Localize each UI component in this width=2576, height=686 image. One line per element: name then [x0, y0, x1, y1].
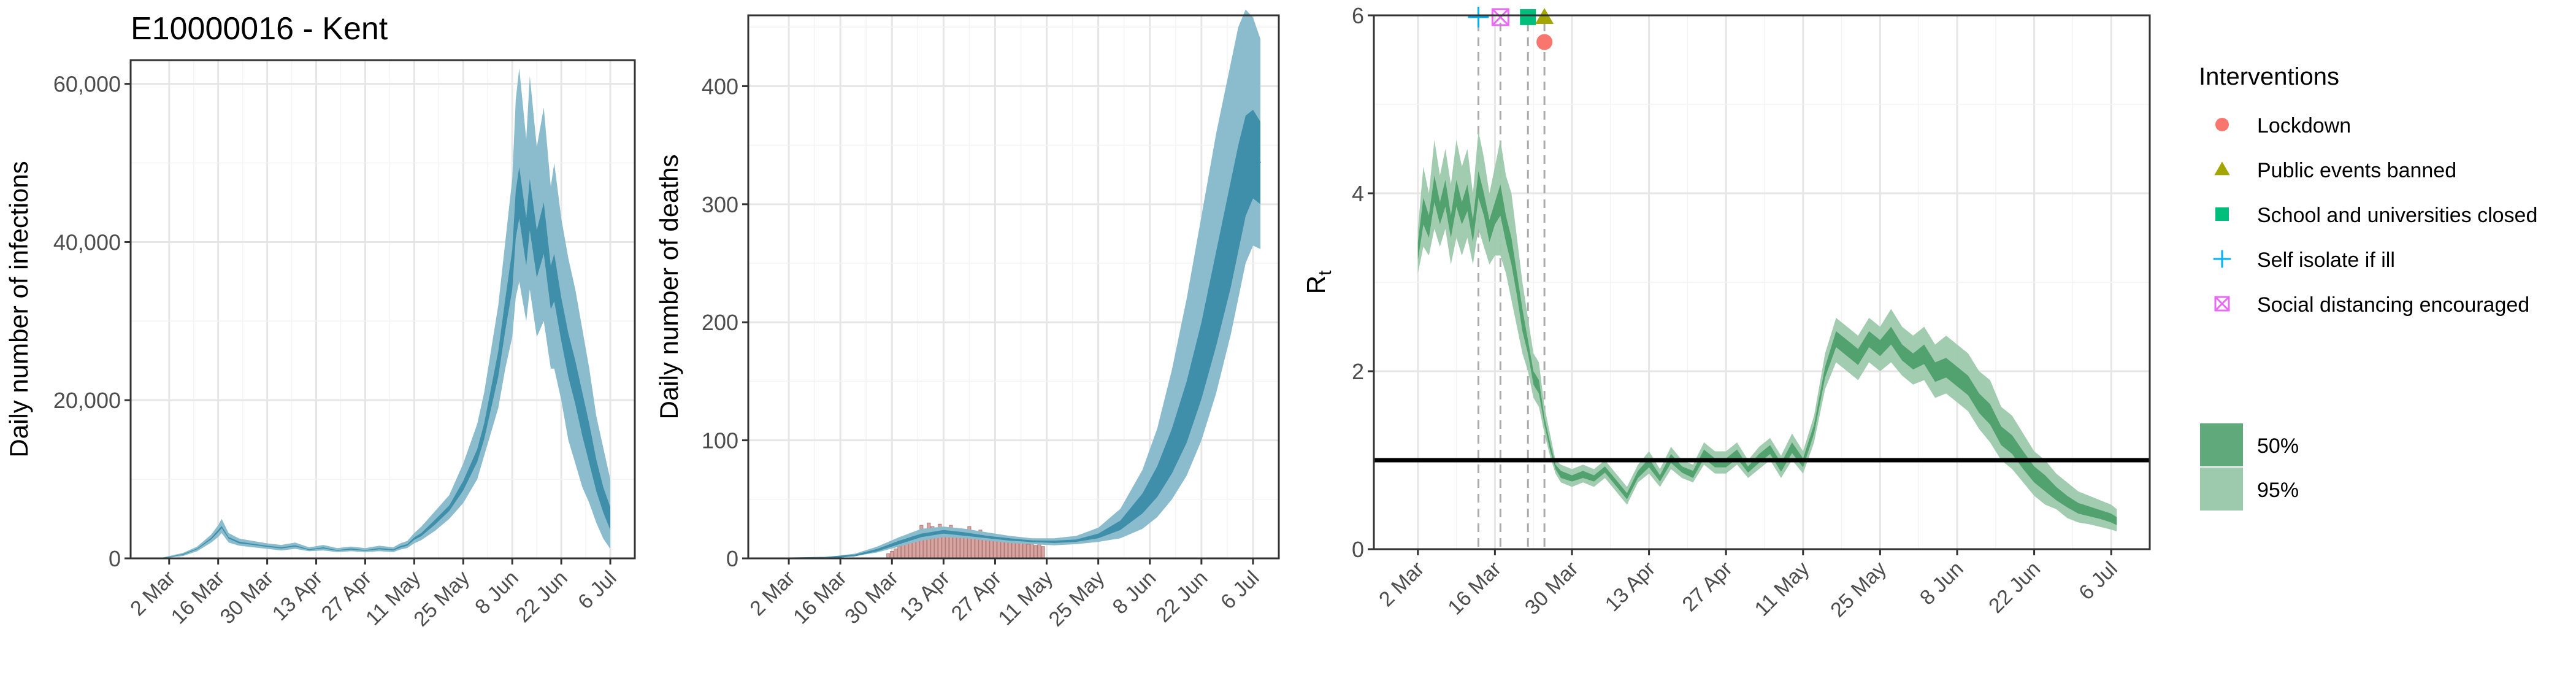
legend-item-label: Self isolate if ill: [2257, 249, 2395, 272]
x-tick-label: 11 May: [1750, 557, 1814, 621]
x-b: [1492, 8, 1509, 26]
legend-ci-swatch: [2200, 423, 2243, 466]
x-tick-label: 6 Jul: [573, 566, 621, 614]
x-tick-label: 16 Mar: [167, 566, 229, 629]
y-tick-label: 0: [726, 546, 738, 571]
legend-title: Interventions: [2199, 63, 2339, 90]
y-tick-label: 20,000: [53, 388, 121, 413]
legend-ci-item: 95%: [2200, 468, 2299, 511]
legend-ci-swatch: [2200, 468, 2243, 511]
death-bar: [1026, 544, 1030, 559]
death-bar: [1037, 542, 1041, 559]
death-bar: [997, 539, 1001, 559]
x-b: [2214, 296, 2230, 312]
death-bar: [894, 549, 898, 559]
y-tick-label: 400: [702, 74, 738, 99]
y-tick-label: 4: [1352, 181, 1364, 206]
x-tick-label: 30 Mar: [840, 566, 903, 629]
y-axis-label: Daily number of deaths: [654, 155, 683, 420]
legend-item-label: Public events banned: [2257, 159, 2456, 182]
x-tick-label: 25 May: [1826, 557, 1891, 622]
legend-key-plus: [2213, 250, 2231, 268]
median-line: [778, 152, 1262, 560]
x-tick-label: 16 Mar: [1443, 557, 1506, 620]
legend-key-boxed-x: [2214, 296, 2230, 312]
legend-key-square: [2215, 207, 2229, 221]
y-tick-label: 100: [702, 428, 738, 453]
x-tick-label: 22 Jun: [512, 566, 572, 627]
legend: Interventions Lockdown Public events bann…: [2199, 63, 2537, 511]
x-tick-label: 22 Jun: [1984, 557, 2045, 618]
y-tick-label: 200: [702, 310, 738, 335]
legend-ci: 50% 95%: [2200, 423, 2299, 511]
x-tick-label: 30 Mar: [1520, 557, 1583, 620]
x-tick-label: 8 Jun: [1915, 557, 1968, 610]
death-bar: [1011, 541, 1016, 559]
ci-band-50: [1417, 171, 2117, 525]
death-bar: [1041, 546, 1045, 559]
legend-item-plus: Self isolate if ill: [2213, 249, 2395, 272]
x-tick-label: 25 May: [1045, 566, 1110, 631]
legend-item-triangle: Public events banned: [2214, 159, 2456, 182]
y-tick-label: 40,000: [53, 229, 121, 255]
y-tick-label: 2: [1352, 359, 1364, 384]
death-bar: [1033, 545, 1038, 559]
y-tick-label: 0: [1352, 537, 1364, 562]
x-tick-label: 2 Mar: [1374, 557, 1428, 611]
intervention-marker-boxed-x: [1491, 8, 1509, 26]
death-bar: [1030, 541, 1034, 559]
y-axis-label: Daily number of infections: [4, 161, 33, 457]
intervention-marker-square: [1520, 9, 1536, 25]
legend-ci-item: 50%: [2200, 423, 2299, 466]
legend-item-label: Lockdown: [2257, 114, 2351, 137]
x-tick-label: 25 May: [409, 566, 474, 631]
legend-item-circle: Lockdown: [2215, 114, 2351, 137]
intervention-marker-circle: [1536, 34, 1553, 50]
x-tick-label: 16 Mar: [789, 566, 851, 629]
death-bar: [897, 546, 902, 559]
x-tick-label: 22 Jun: [1151, 566, 1212, 627]
legend-key-circle: [2215, 118, 2229, 131]
y-tick-label: 0: [109, 546, 121, 571]
death-bar: [890, 550, 894, 559]
death-bar: [1019, 542, 1023, 559]
chart-title: E10000016 - Kent: [131, 11, 388, 47]
plot-border: [1373, 14, 2151, 550]
legend-ci-label: 50%: [2257, 434, 2299, 458]
legend-ci-label: 95%: [2257, 479, 2299, 502]
x-tick-label: 13 Apr: [895, 566, 954, 625]
intervention-marker-plus: [1468, 7, 1489, 28]
box: [2214, 296, 2230, 312]
box: [1491, 8, 1509, 26]
legend-item-square: School and universities closed: [2215, 204, 2537, 227]
x-tick-label: 6 Jul: [2074, 557, 2122, 605]
legend-key-triangle: [2214, 161, 2230, 175]
y-axis-label-subscript: t: [1315, 270, 1335, 276]
death-bar: [1004, 540, 1008, 559]
death-bar: [989, 538, 994, 559]
legend-interventions: Lockdown Public events banned School and u…: [2213, 114, 2537, 317]
legend-item-label: School and universities closed: [2257, 204, 2537, 227]
x-tick-label: 27 Apr: [1677, 557, 1736, 616]
legend-item-label: Social distancing encouraged: [2257, 293, 2529, 317]
plot-border: [129, 59, 636, 560]
y-tick-label: 6: [1352, 3, 1364, 28]
x-tick-label: 13 Apr: [1601, 557, 1660, 616]
x-tick-label: 6 Jul: [1216, 566, 1264, 614]
legend-item-boxed-x: Social distancing encouraged: [2214, 293, 2529, 317]
plot-border: [747, 14, 1280, 560]
y-tick-label: 300: [702, 192, 738, 217]
y-axis-label: Rt: [1301, 270, 1335, 294]
x-tick-label: 13 Apr: [268, 566, 327, 625]
x-tick-label: 30 Mar: [216, 566, 278, 629]
y-tick-label: 60,000: [53, 72, 121, 97]
x-tick-label: 11 May: [994, 566, 1057, 630]
